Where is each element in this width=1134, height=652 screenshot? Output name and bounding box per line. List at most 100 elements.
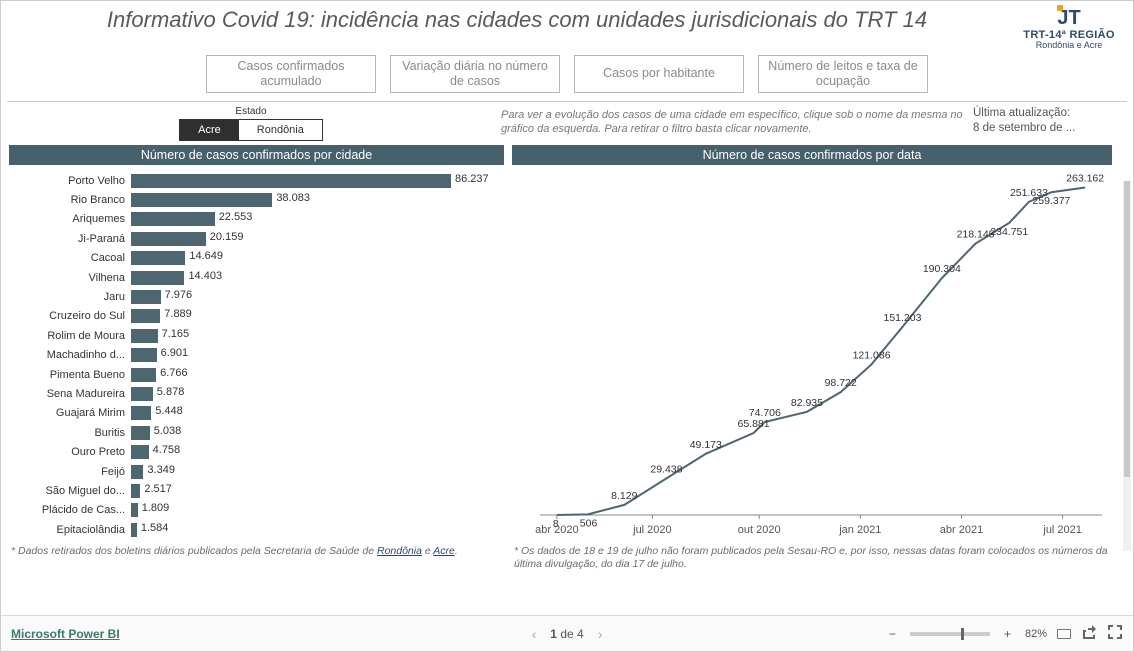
bar-row[interactable]: Feijó3.349 [13,462,500,481]
bar-city-label: Rio Branco [13,194,131,206]
bar-row[interactable]: São Miguel do...2.517 [13,481,500,500]
bar-city-label: Guajará Mirim [13,407,131,419]
bar-track: 5.448 [131,406,500,420]
bar-chart-body: Porto Velho86.237Rio Branco38.083Ariquem… [9,165,504,543]
estado-label: Estado [11,106,491,117]
bar-row[interactable]: Porto Velho86.237 [13,171,500,190]
series-data-label: 29.438 [650,463,682,475]
estado-option-rondonia[interactable]: Rondônia [239,120,322,140]
bar-value-label: 20.159 [210,231,244,243]
bar-fill [131,271,184,285]
bar-row[interactable]: Cacoal14.649 [13,249,500,268]
zoom-thumb[interactable] [961,628,964,640]
zoom-tools: − + 82% [885,624,1123,643]
report-page: Informativo Covid 19: incidência nas cid… [0,0,1134,652]
bar-fill [131,406,151,420]
series-data-label: 151.203 [884,312,922,324]
pager-next[interactable]: › [598,626,603,642]
bar-row[interactable]: Vilhena14.403 [13,268,500,287]
bar-track: 4.758 [131,445,500,459]
tab-casos-habitante[interactable]: Casos por habitante [574,55,744,93]
x-tick-label: jul 2021 [1042,524,1082,536]
bar-city-label: Pimenta Bueno [13,369,131,381]
share-icon[interactable] [1081,624,1097,643]
bar-value-label: 2.517 [144,483,172,495]
bar-track: 5.038 [131,426,500,440]
bar-track: 7.889 [131,309,500,323]
series-data-label: 121.086 [853,349,891,361]
tab-leitos-ocupacao[interactable]: Número de leitos e taxa de ocupação [758,55,928,93]
tab-variacao-diaria[interactable]: Variação diária no número de casos [390,55,560,93]
bar-row[interactable]: Cruzeiro do Sul7.889 [13,307,500,326]
bar-row[interactable]: Ariquemes22.553 [13,210,500,229]
bar-chart-title: Número de casos confirmados por cidade [9,145,504,165]
bar-track: 14.649 [131,251,500,265]
bar-row[interactable]: Pimenta Bueno6.766 [13,365,500,384]
zoom-percent: 82% [1025,628,1047,640]
bar-row[interactable]: Ouro Preto4.758 [13,442,500,461]
bar-track: 86.237 [131,174,500,188]
bar-city-label: Epitaciolândia [13,524,131,536]
bar-city-label: Ji-Paraná [13,233,131,245]
series-data-label: 263.162 [1066,172,1104,184]
bar-fill [131,387,153,401]
bar-value-label: 38.083 [276,192,310,204]
series-data-label: 65.881 [737,418,769,430]
trt14-logo: JT TRT-14ª REGIÃO Rondônia e Acre [1019,7,1119,51]
bar-city-label: Cacoal [13,252,131,264]
controls-row: Estado Acre Rondônia Para ver a evolução… [1,106,1133,145]
bar-chart-panel[interactable]: Número de casos confirmados por cidade P… [9,145,504,543]
vertical-scrollbar[interactable] [1123,181,1131,551]
bar-row[interactable]: Rio Branco 38.083 [13,190,500,209]
estado-option-acre[interactable]: Acre [180,120,239,140]
line-chart-panel[interactable]: Número de casos confirmados por data 850… [512,145,1112,543]
bar-fill [131,232,206,246]
bar-fill [131,329,158,343]
line-chart-title: Número de casos confirmados por data [512,145,1112,165]
bar-track: 5.878 [131,387,500,401]
bar-fill [131,445,149,459]
series-data-label: 82.935 [791,397,823,409]
bar-row[interactable]: Guajará Mirim5.448 [13,404,500,423]
x-tick-label: jan 2021 [838,524,881,536]
bar-track: 6.766 [131,368,500,382]
bar-track: 1.584 [131,523,500,537]
link-rondonia[interactable]: Rondônia [377,545,422,557]
series-data-label: 259.377 [1032,195,1070,207]
bar-row[interactable]: Jaru7.976 [13,287,500,306]
series-data-label: 49.173 [690,439,722,451]
bar-fill [131,426,150,440]
bar-row[interactable]: Sena Madureira5.878 [13,384,500,403]
bar-fill [131,348,157,362]
bar-fill [131,503,138,517]
bar-track: 22.553 [131,212,500,226]
bar-city-label: Jaru [13,291,131,303]
link-acre[interactable]: Acre [433,545,455,557]
bar-row[interactable]: Buritis5.038 [13,423,500,442]
tab-casos-acumulado[interactable]: Casos confirmados acumulado [206,55,376,93]
bar-track: 20.159 [131,232,500,246]
bar-value-label: 3.349 [147,464,175,476]
bar-city-label: Ariquemes [13,213,131,225]
zoom-in[interactable]: + [1000,627,1015,641]
powerbi-brand-link[interactable]: Microsoft Power BI [11,627,120,641]
bar-row[interactable]: Epitaciolândia1.584 [13,520,500,539]
zoom-slider[interactable] [910,632,990,636]
bar-value-label: 7.165 [162,328,190,340]
bar-row[interactable]: Plácido de Cas...1.809 [13,501,500,520]
fullscreen-icon[interactable] [1107,624,1123,643]
x-tick-label: jul 2020 [632,524,672,536]
bar-row[interactable]: Machadinho d...6.901 [13,346,500,365]
scrollbar-thumb[interactable] [1124,181,1130,477]
bar-row[interactable]: Rolim de Moura7.165 [13,326,500,345]
bar-track: 38.083 [131,193,500,207]
bar-city-label: Plácido de Cas... [13,504,131,516]
fit-to-page-icon[interactable] [1057,629,1071,639]
pager-prev[interactable]: ‹ [532,626,537,642]
zoom-out[interactable]: − [885,627,900,641]
footnote-right: * Os dados de 18 e 19 de julho não foram… [514,545,1123,571]
report-canvas: Informativo Covid 19: incidência nas cid… [1,1,1133,615]
bar-city-label: Porto Velho [13,175,131,187]
bar-row[interactable]: Ji-Paraná 20.159 [13,229,500,248]
bar-track: 7.976 [131,290,500,304]
